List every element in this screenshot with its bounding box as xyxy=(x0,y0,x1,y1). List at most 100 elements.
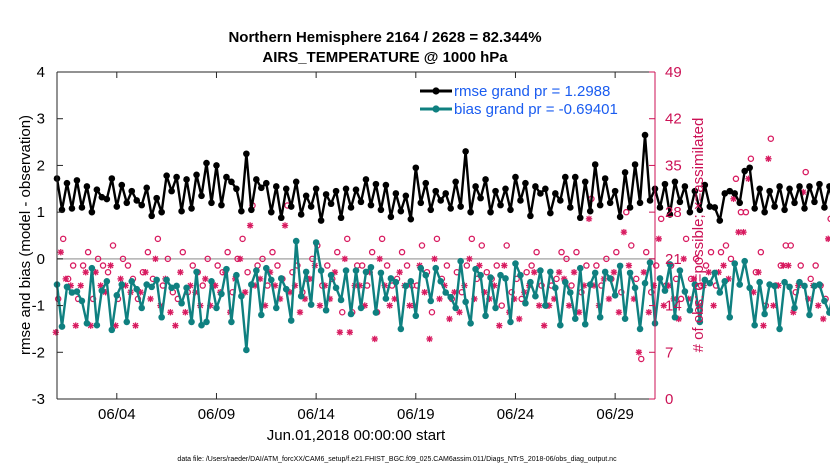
obs-possible-marker xyxy=(358,262,366,269)
bias-point xyxy=(118,281,126,288)
bias-point xyxy=(357,304,365,312)
rmse-point xyxy=(591,161,599,168)
rmse-point xyxy=(402,192,410,200)
obs-assimilated-marker xyxy=(740,228,747,236)
rmse-point xyxy=(467,208,474,216)
obs-assimilated-marker xyxy=(585,215,593,223)
rmse-point xyxy=(382,181,390,189)
rmse-point xyxy=(143,184,150,192)
obs-possible-marker xyxy=(403,262,411,269)
bias-point xyxy=(198,321,205,329)
bias-point xyxy=(442,289,450,296)
bias-point xyxy=(367,263,375,271)
obs-possible-marker xyxy=(652,262,660,269)
obs-assimilated-marker xyxy=(77,282,84,289)
rmse-point xyxy=(442,190,450,197)
obs-assimilated-marker xyxy=(122,282,129,289)
rmse-point xyxy=(352,186,360,194)
rmse-point xyxy=(701,181,709,189)
bias-point xyxy=(557,321,564,329)
bias-point xyxy=(616,262,624,270)
obs-assimilated-marker xyxy=(815,302,822,309)
obs-possible-marker xyxy=(69,262,77,269)
rmse-point xyxy=(537,190,544,197)
rmse-series-layer xyxy=(53,131,830,224)
rmse-point xyxy=(93,186,101,194)
bias-point xyxy=(756,278,763,286)
obs-possible-marker xyxy=(523,268,530,276)
rmse-point xyxy=(771,203,778,210)
plot-area xyxy=(57,72,655,399)
rmse-point xyxy=(532,183,539,190)
x-tick-label: 06/24 xyxy=(497,406,535,423)
bias-point xyxy=(253,267,260,274)
obs-assimilated-marker xyxy=(386,302,393,309)
bias-point xyxy=(382,295,390,302)
rmse-point xyxy=(786,185,793,193)
bias-point xyxy=(277,275,285,282)
right-tick-label: 42 xyxy=(665,111,682,128)
rmse-point xyxy=(357,198,365,206)
bias-point xyxy=(507,318,514,326)
obs-possible-marker xyxy=(553,275,560,283)
bias-point xyxy=(292,237,300,245)
rmse-point xyxy=(487,208,494,216)
bias-point xyxy=(108,326,116,334)
bias-point xyxy=(826,309,830,316)
bias-point xyxy=(402,282,410,290)
bias-point xyxy=(806,311,813,319)
rmse-point xyxy=(726,187,734,195)
rmse-point xyxy=(731,190,739,197)
bias-point xyxy=(492,304,499,312)
obs-possible-marker xyxy=(144,248,152,256)
obs-assimilated-marker xyxy=(431,255,438,263)
obs-assimilated-marker xyxy=(516,315,523,323)
bias-point xyxy=(447,293,454,301)
bias-point xyxy=(228,318,235,326)
bias-point xyxy=(522,299,529,307)
legend-bias-label: bias grand pr = -0.69401 xyxy=(454,101,618,118)
rmse-point xyxy=(601,175,609,182)
bias-point xyxy=(218,290,225,298)
rmse-point xyxy=(297,211,305,218)
bias-point xyxy=(462,298,469,306)
obs-assimilated-marker xyxy=(825,235,830,243)
rmse-point xyxy=(636,199,644,207)
bias-point xyxy=(631,284,639,292)
rmse-point xyxy=(457,203,464,210)
rmse-point xyxy=(407,215,415,223)
rmse-point xyxy=(477,194,484,202)
obs-possible-marker xyxy=(583,262,590,269)
obs-assimilated-marker xyxy=(770,302,777,309)
bias-point xyxy=(193,268,200,276)
rmse-point xyxy=(198,192,205,200)
right-tick-label: 35 xyxy=(665,157,682,174)
bias-point xyxy=(148,283,155,291)
bias-point xyxy=(661,287,669,294)
rmse-point xyxy=(208,199,215,207)
obs-assimilated-marker xyxy=(396,269,403,276)
bias-point xyxy=(362,268,370,276)
right-tick-label: 49 xyxy=(665,64,682,81)
bias-point xyxy=(801,282,808,290)
obs-assimilated-marker xyxy=(730,195,737,202)
bias-point xyxy=(517,271,524,279)
rmse-point xyxy=(258,184,265,192)
obs-assimilated-marker xyxy=(690,275,697,283)
rmse-point xyxy=(173,173,180,181)
rmse-point xyxy=(78,204,86,211)
bias-point xyxy=(392,278,400,286)
obs-assimilated-marker xyxy=(147,295,154,303)
rmse-point xyxy=(178,207,185,215)
rmse-point xyxy=(716,217,724,224)
obs-assimilated-marker xyxy=(555,269,563,276)
obs-assimilated-marker xyxy=(446,315,453,323)
rmse-point xyxy=(736,199,744,207)
chart-title: Northern Hemisphere 2164 / 2628 = 82.344… xyxy=(228,29,541,46)
obs-possible-marker xyxy=(807,275,814,283)
rmse-point xyxy=(123,199,131,207)
obs-possible-marker xyxy=(269,248,276,256)
bias-point xyxy=(666,261,674,268)
obs-assimilated-marker xyxy=(296,309,304,316)
rmse-point xyxy=(566,204,574,211)
